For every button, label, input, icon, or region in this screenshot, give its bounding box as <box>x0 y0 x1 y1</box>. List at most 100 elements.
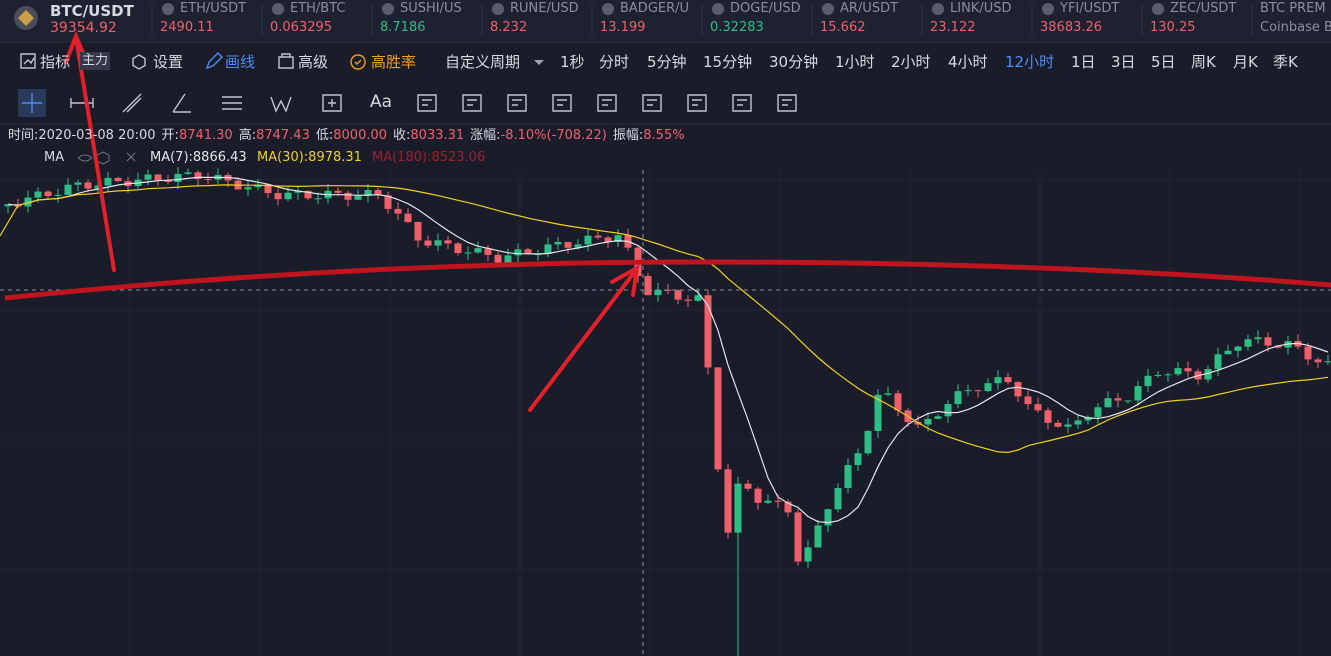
candle-body <box>1074 420 1082 425</box>
ticker-symbol[interactable]: LINK/USD <box>950 1 1012 16</box>
period-button[interactable]: 1小时 <box>835 53 875 71</box>
candle-body <box>714 367 722 470</box>
candle-body <box>1214 354 1222 370</box>
tool-icon <box>122 93 142 113</box>
toolbar-item[interactable]: 主力 <box>80 52 111 70</box>
tool-icon <box>642 94 662 112</box>
ticker-symbol[interactable]: AR/USDT <box>840 1 899 16</box>
candle-body <box>1304 346 1312 360</box>
toolbar-item[interactable]: 设置 <box>153 53 184 71</box>
candle-body <box>654 289 662 296</box>
candle-body <box>1134 386 1142 401</box>
indicator-value: MA(7):8866.43 <box>150 150 247 165</box>
ticker-icon <box>272 3 284 15</box>
coin-icon <box>18 10 34 26</box>
candle-body <box>264 184 272 194</box>
candle-body <box>1314 359 1322 363</box>
candle-body <box>554 242 562 245</box>
ticker-icon <box>1042 3 1054 15</box>
ticker-symbol[interactable]: BADGER/U <box>620 1 690 16</box>
candle-body <box>644 276 652 296</box>
candle-body <box>1244 339 1252 347</box>
ticker-symbol[interactable]: DOGE/USD <box>730 1 801 16</box>
toolbar-item[interactable]: 画线 <box>225 53 256 71</box>
candle-body <box>414 222 422 241</box>
candle-body <box>1024 396 1032 405</box>
candle-body <box>1204 369 1212 380</box>
period-button[interactable]: 30分钟 <box>769 53 819 71</box>
info-value: 8747.43 <box>256 128 310 143</box>
info-label: 振幅: <box>612 128 644 143</box>
period-button[interactable]: 1秒 <box>560 53 585 71</box>
symbol[interactable]: BTC/USDT <box>50 2 134 20</box>
ticker-icon <box>382 3 394 15</box>
ticker-symbol[interactable]: SUSHI/US <box>400 1 462 16</box>
period-button[interactable]: 5日 <box>1151 53 1176 71</box>
candle-body <box>304 190 312 199</box>
period-button[interactable]: 周K <box>1191 53 1216 71</box>
ticker-symbol[interactable]: ETH/USDT <box>180 1 247 16</box>
ma-line <box>0 184 1329 454</box>
candle-body <box>284 192 292 200</box>
toolbar-item[interactable]: 高胜率 <box>371 53 417 71</box>
period-button[interactable]: 12小时 <box>1005 53 1055 71</box>
candle-body <box>924 418 932 425</box>
period-button[interactable]: 5分钟 <box>647 53 687 71</box>
candle-body <box>544 244 552 254</box>
candle-body <box>704 295 712 368</box>
period-button[interactable]: 4小时 <box>948 53 988 71</box>
period-button[interactable]: 2小时 <box>891 53 931 71</box>
text-tool[interactable]: Aa <box>370 92 393 112</box>
candle-body <box>994 377 1002 384</box>
ticker-symbol[interactable]: ETH/BTC <box>290 1 346 16</box>
candle-body <box>1034 404 1042 411</box>
annotation-arrow <box>528 264 640 412</box>
tool-icon <box>172 93 191 113</box>
candle-body <box>154 174 162 181</box>
candle-body <box>1094 407 1102 417</box>
toolbar-item[interactable]: 自定义周期 <box>445 53 521 71</box>
period-button[interactable]: 月K <box>1233 53 1258 71</box>
info-value: 8000.00 <box>333 128 388 143</box>
candle-body <box>474 248 482 253</box>
period-button[interactable]: 3日 <box>1111 53 1136 71</box>
period-button[interactable]: 分时 <box>599 53 630 71</box>
ticker-symbol[interactable]: ZEC/USDT <box>1170 1 1237 16</box>
candle-body <box>294 190 302 193</box>
toolbar-item[interactable]: 高级 <box>298 53 329 71</box>
indicator-name[interactable]: MA <box>44 150 65 165</box>
candle-body <box>724 469 732 533</box>
ticker-price: 8.7186 <box>380 20 426 35</box>
ticker-symbol[interactable]: RUNE/USD <box>510 1 579 16</box>
dropdown-arrow <box>534 60 544 65</box>
candle-body <box>1044 410 1052 423</box>
candle-body <box>594 235 602 238</box>
candle-body <box>354 195 362 200</box>
ticker-price: 130.25 <box>1150 20 1196 35</box>
period-button[interactable]: 季K <box>1273 53 1298 71</box>
drawing-tools[interactable] <box>18 89 797 117</box>
toolbar-icon <box>278 53 294 69</box>
period-button[interactable]: 1日 <box>1071 53 1096 71</box>
toolbar-item[interactable]: 指标 <box>40 53 71 71</box>
info-label: 涨幅: <box>470 128 501 143</box>
candle-body <box>524 249 532 255</box>
tool-icon <box>687 94 707 112</box>
ticker-price: 13.199 <box>600 20 646 35</box>
ticker-symbol[interactable]: YFI/USDT <box>1060 1 1120 16</box>
candle-body <box>794 512 802 562</box>
candle-body <box>244 187 252 190</box>
ticker-price: 2490.11 <box>160 20 214 35</box>
annotation-arrow <box>64 30 116 272</box>
candle-body <box>184 172 192 174</box>
toolbar-icon <box>20 53 36 69</box>
candle-body <box>614 235 622 242</box>
info-value: -8.10%(-708.22) <box>500 128 607 143</box>
ticker-icon <box>712 3 724 15</box>
candle-body <box>1084 416 1092 421</box>
period-button[interactable]: 15分钟 <box>703 53 753 71</box>
candle-body <box>1154 374 1162 376</box>
candle-body <box>1254 337 1262 340</box>
ticker-symbol[interactable]: BTC PREM <box>1260 1 1326 16</box>
